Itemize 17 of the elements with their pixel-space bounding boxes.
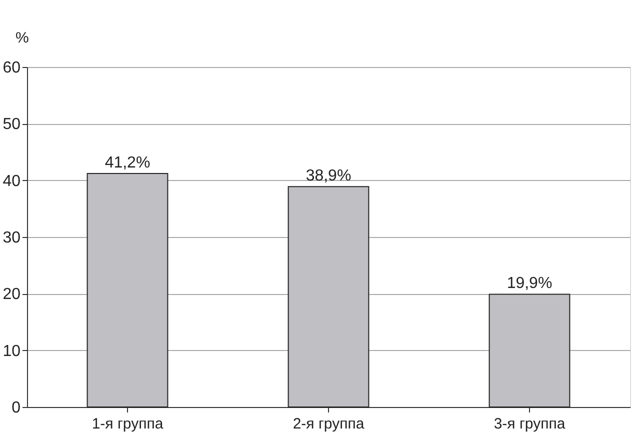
- y-tick-label: 10: [2, 342, 21, 360]
- data-label: 38,9%: [306, 168, 352, 185]
- x-tick-label: 2-я группа: [292, 416, 365, 432]
- y-tick-label: 60: [2, 60, 21, 76]
- data-label: 41,2%: [104, 154, 150, 172]
- y-tick-label: 40: [2, 172, 21, 190]
- y-tick-label: 30: [2, 230, 21, 246]
- bar: [86, 173, 168, 408]
- bar: [288, 186, 370, 408]
- y-tick-label: 50: [2, 116, 21, 134]
- data-label: 19,9%: [506, 275, 552, 292]
- x-tick-label: 3-я группа: [494, 416, 566, 432]
- y-axis-title: %: [16, 30, 29, 46]
- x-tick-label: 1-я группа: [92, 416, 164, 432]
- bar: [488, 294, 570, 408]
- y-tick-label: 0: [12, 400, 21, 416]
- y-tick-label: 20: [2, 286, 21, 304]
